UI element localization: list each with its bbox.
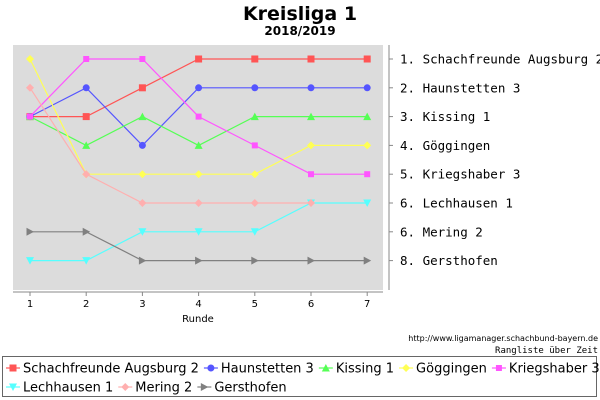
rank-label: 2. Haunstetten 3 bbox=[400, 80, 520, 95]
data-point bbox=[307, 55, 315, 63]
x-tick-label: 7 bbox=[364, 299, 370, 310]
legend-marker bbox=[200, 383, 209, 391]
series-line bbox=[29, 87, 311, 204]
legend-marker bbox=[207, 364, 215, 372]
data-point bbox=[82, 113, 90, 121]
data-point bbox=[363, 199, 372, 207]
data-point bbox=[194, 228, 203, 236]
data-point bbox=[26, 257, 34, 265]
data-point bbox=[26, 55, 34, 63]
data-point bbox=[26, 83, 34, 92]
data-point bbox=[82, 257, 91, 265]
data-point bbox=[251, 84, 259, 92]
rank-label: 3. Kissing 1 bbox=[400, 109, 490, 124]
data-point bbox=[138, 228, 147, 236]
data-point bbox=[307, 112, 315, 121]
legend: Schachfreunde Augsburg 2 Haunstetten 3 Kis… bbox=[6, 362, 600, 396]
data-point bbox=[194, 141, 203, 149]
legend-marker bbox=[495, 365, 502, 371]
legend-item-label: Haunstetten 3 bbox=[221, 362, 314, 377]
data-point bbox=[251, 142, 258, 149]
data-point bbox=[26, 227, 34, 236]
data-point bbox=[194, 199, 203, 207]
data-point bbox=[83, 56, 90, 62]
data-point bbox=[82, 170, 91, 179]
data-point bbox=[195, 113, 202, 120]
chart-title: Kreisliga 1 bbox=[243, 3, 357, 25]
data-point bbox=[250, 170, 259, 179]
rank-label: 6. Mering 2 bbox=[400, 224, 483, 239]
x-tick-label: 4 bbox=[195, 299, 201, 310]
data-point bbox=[82, 141, 91, 149]
legend-marker bbox=[9, 383, 17, 391]
legend-marker bbox=[121, 383, 130, 391]
series-gersthofen bbox=[26, 227, 372, 265]
data-point bbox=[251, 55, 259, 63]
series-mering-2 bbox=[26, 83, 315, 207]
x-tick-label: 1 bbox=[27, 299, 33, 310]
credit-caption: Rangliste über Zeit bbox=[495, 346, 598, 356]
legend-box bbox=[2, 356, 597, 397]
credit-url: http://www.ligamanager.schachbund-bayern… bbox=[408, 334, 598, 343]
legend-item-label: Mering 2 bbox=[135, 381, 192, 396]
rank-label: 6. Lechhausen 1 bbox=[400, 196, 513, 211]
rank-label: 8. Gersthofen bbox=[400, 253, 498, 268]
rank-label: 1. Schachfreunde Augsburg 2 bbox=[400, 52, 600, 67]
data-point bbox=[364, 171, 371, 178]
legend-item-label: Göggingen bbox=[416, 362, 487, 377]
data-point bbox=[138, 84, 146, 92]
data-point bbox=[307, 141, 315, 150]
x-tick-label: 2 bbox=[83, 299, 89, 310]
data-point bbox=[138, 112, 147, 121]
legend-marker bbox=[321, 364, 330, 372]
legend-item-label: Lechhausen 1 bbox=[23, 381, 113, 396]
data-point bbox=[363, 84, 371, 92]
data-point bbox=[250, 228, 259, 236]
rank-label: 5. Kriegshaber 3 bbox=[400, 167, 520, 182]
data-point bbox=[250, 112, 259, 121]
legend-item-label: Kriegshaber 3 bbox=[509, 362, 600, 377]
data-point bbox=[363, 256, 372, 265]
legend-item-label: Schachfreunde Augsburg 2 bbox=[23, 362, 199, 377]
plot-area bbox=[13, 45, 383, 290]
x-axis-label: Runde bbox=[182, 314, 214, 325]
x-tick-label: 3 bbox=[139, 299, 145, 310]
data-point bbox=[307, 84, 315, 92]
data-point bbox=[82, 227, 91, 236]
chart-subtitle: 2018/2019 bbox=[264, 24, 335, 38]
data-point bbox=[363, 55, 371, 63]
data-point bbox=[194, 170, 203, 179]
data-point bbox=[139, 56, 146, 62]
data-point bbox=[138, 256, 147, 265]
data-point bbox=[363, 141, 372, 150]
legend-item-label: Gersthofen bbox=[214, 381, 286, 396]
data-point bbox=[307, 256, 315, 265]
data-point bbox=[363, 112, 372, 121]
data-point bbox=[195, 55, 203, 63]
legend-item-label: Kissing 1 bbox=[336, 362, 394, 377]
data-point bbox=[138, 199, 147, 207]
series-kriegshaber-3 bbox=[27, 56, 371, 178]
data-point bbox=[308, 171, 314, 178]
data-point bbox=[250, 199, 259, 207]
series-group bbox=[26, 55, 372, 265]
data-point bbox=[251, 256, 259, 265]
data-point bbox=[195, 256, 203, 265]
data-point bbox=[82, 84, 90, 92]
data-point bbox=[195, 84, 203, 92]
x-tick-label: 6 bbox=[308, 299, 314, 310]
legend-marker bbox=[9, 364, 17, 372]
x-tick-label: 5 bbox=[252, 299, 258, 310]
rank-labels: 1. Schachfreunde Augsburg 2 2. Haunstette… bbox=[389, 52, 600, 268]
data-point bbox=[27, 113, 33, 120]
legend-marker bbox=[402, 364, 411, 372]
data-point bbox=[138, 170, 147, 179]
data-point bbox=[307, 199, 315, 207]
x-ticks: 1 2 3 4 5 6 7 bbox=[27, 292, 370, 310]
data-point bbox=[138, 141, 146, 149]
rank-label: 4. Göggingen bbox=[400, 138, 490, 153]
